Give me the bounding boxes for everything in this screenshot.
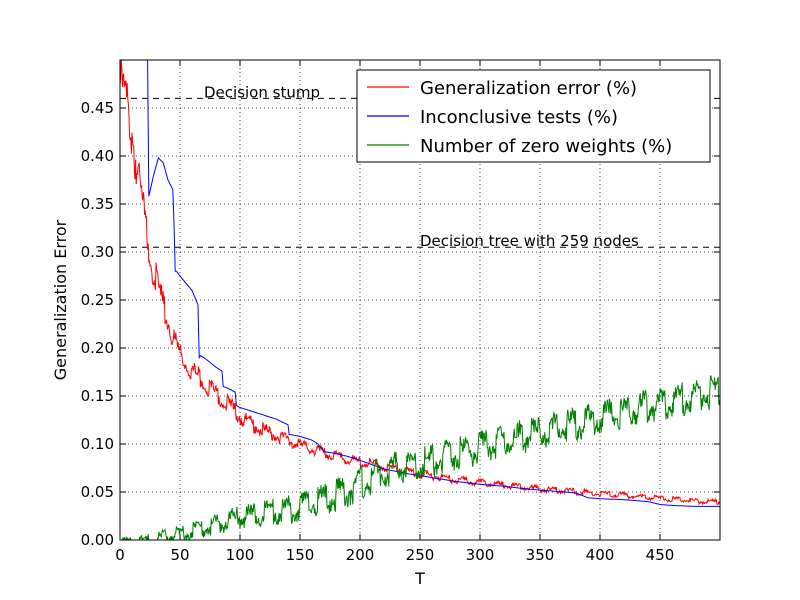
x-tick-label: 100 bbox=[226, 546, 255, 564]
x-tick-label: 0 bbox=[115, 546, 125, 564]
x-tick-label: 350 bbox=[526, 546, 555, 564]
y-tick-label: 0.15 bbox=[81, 387, 114, 405]
legend-label: Number of zero weights (%) bbox=[420, 136, 672, 157]
y-tick-label: 0.45 bbox=[81, 99, 114, 117]
legend: Generalization error (%) Inconclusive tes… bbox=[356, 69, 711, 163]
x-tick-label: 250 bbox=[406, 546, 435, 564]
reference-line-label: Decision tree with 259 nodes bbox=[420, 232, 639, 250]
reference-lines: Decision stump Decision tree with 259 nod… bbox=[120, 83, 720, 250]
legend-label: Generalization error (%) bbox=[420, 78, 637, 99]
legend-box bbox=[356, 69, 711, 163]
y-tick-label: 0.05 bbox=[81, 483, 114, 501]
y-tick-label: 0.20 bbox=[81, 339, 114, 357]
y-tick-label: 0.25 bbox=[81, 291, 114, 309]
y-tick-label: 0.00 bbox=[81, 531, 114, 549]
y-tick-label: 0.30 bbox=[81, 243, 114, 261]
series-lines bbox=[120, 60, 720, 540]
reference-line-label: Decision stump bbox=[204, 83, 320, 101]
axis-ticks: 0 50 100 150 200 250 300 350 400 450 0.00 0.05 0.10 0… bbox=[81, 60, 720, 564]
legend-label: Inconclusive tests (%) bbox=[420, 107, 618, 128]
x-tick-label: 400 bbox=[586, 546, 615, 564]
x-tick-label: 450 bbox=[646, 546, 675, 564]
y-tick-label: 0.40 bbox=[81, 147, 114, 165]
y-axis-label: Generalization Error bbox=[51, 219, 70, 380]
x-tick-label: 50 bbox=[170, 546, 189, 564]
y-tick-label: 0.10 bbox=[81, 435, 114, 453]
series-line-3 bbox=[120, 375, 720, 540]
x-tick-label: 150 bbox=[286, 546, 315, 564]
x-tick-label: 300 bbox=[466, 546, 495, 564]
y-tick-label: 0.35 bbox=[81, 195, 114, 213]
x-tick-label: 200 bbox=[346, 546, 375, 564]
x-axis-label: T bbox=[414, 569, 425, 588]
